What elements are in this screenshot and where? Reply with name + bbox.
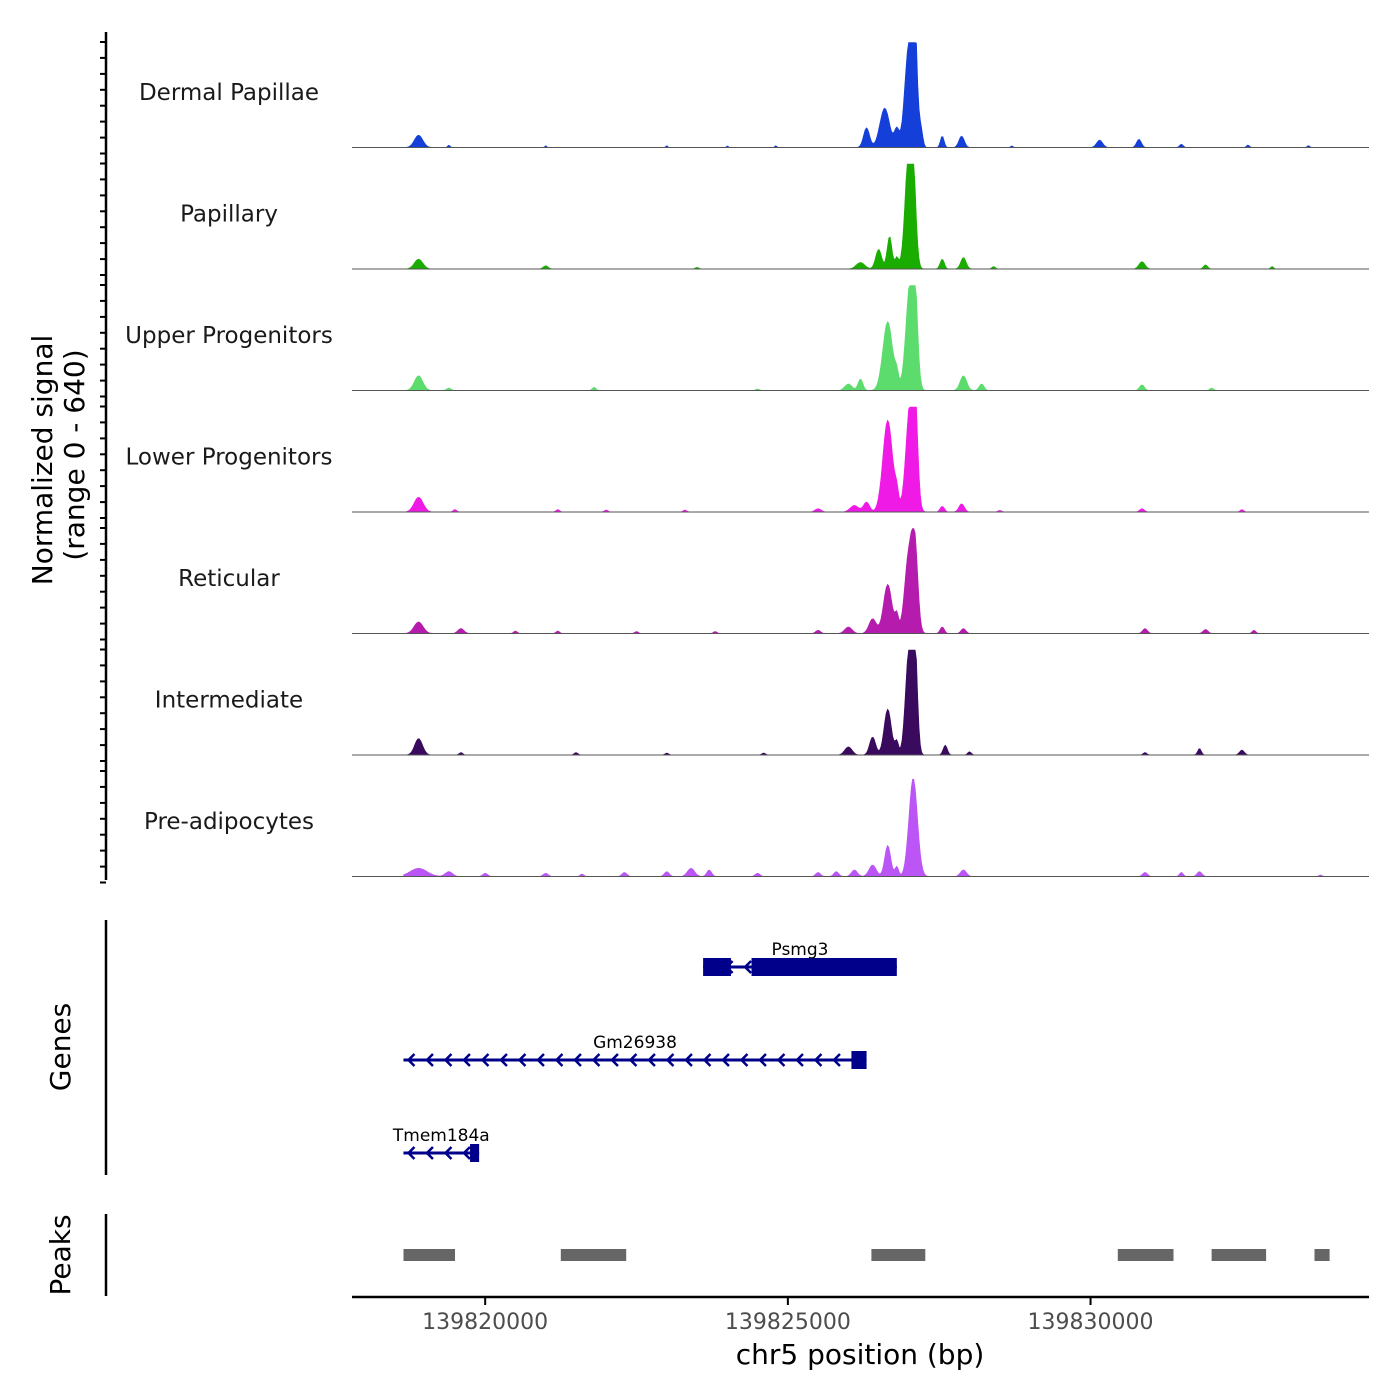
peak-region	[403, 1249, 455, 1261]
gene-strand-chevron	[628, 1053, 638, 1067]
genes-panel: Genes Psmg3 Gm26938 Tmem184a	[44, 920, 897, 1175]
gene-strand-chevron	[425, 1053, 434, 1067]
gene-strand-chevron	[591, 1053, 601, 1067]
gene-strand-chevron	[647, 1053, 656, 1067]
gene-strand-chevron	[795, 1053, 804, 1067]
track-signal-area	[403, 778, 1327, 877]
gene-strand-chevron	[480, 1053, 490, 1067]
track-signal-area	[403, 649, 1327, 756]
gene-strand-chevron	[758, 1053, 767, 1067]
x-axis-title: chr5 position (bp)	[736, 1338, 985, 1371]
gene-strand-chevron	[443, 1053, 453, 1067]
gene-label: Tmem184a	[392, 1126, 490, 1146]
track-intermediate: Intermediate	[155, 649, 1369, 756]
signal-y-axis	[100, 32, 108, 884]
gene-strand-chevron	[443, 1146, 453, 1160]
gene-strand-chevron	[721, 1053, 730, 1067]
gene-strand-chevron	[776, 1053, 786, 1067]
gene-exon	[703, 958, 731, 976]
peak-region	[1314, 1249, 1330, 1261]
track-pre-adipocytes: Pre-adipocytes	[144, 778, 1369, 877]
track-label: Intermediate	[155, 688, 303, 714]
gene-strand-chevron	[832, 1053, 841, 1067]
track-label: Reticular	[178, 566, 280, 592]
track-signal-area	[403, 163, 1327, 270]
track-signal-area	[403, 42, 1327, 148]
track-label: Lower Progenitors	[126, 445, 333, 471]
track-signal-area	[403, 528, 1327, 634]
gene-strand-chevron	[536, 1053, 545, 1067]
peaks-panel-label: Peaks	[44, 1214, 77, 1295]
gene-strand-chevron	[554, 1053, 564, 1067]
x-axis-tick-label: 139825000	[725, 1310, 851, 1335]
gene-strand-chevron	[684, 1053, 693, 1067]
gene-strand-chevron	[499, 1053, 508, 1067]
gene-exon	[470, 1144, 480, 1162]
gene-psmg3: Psmg3	[703, 940, 897, 976]
gene-label: Psmg3	[772, 940, 829, 960]
peaks-panel: Peaks	[44, 1214, 1330, 1296]
gene-strand-chevron	[702, 1053, 712, 1067]
gene-tmem184a: Tmem184a	[392, 1126, 490, 1162]
track-reticular: Reticular	[178, 528, 1369, 634]
track-upper-progenitors: Upper Progenitors	[125, 285, 1369, 391]
gene-exon	[851, 1051, 867, 1069]
track-signal-area	[403, 285, 1327, 391]
track-label: Upper Progenitors	[125, 323, 333, 349]
gene-strand-chevron	[665, 1053, 675, 1067]
track-label: Pre-adipocytes	[144, 809, 314, 835]
track-label: Papillary	[180, 202, 278, 228]
gene-strand-chevron	[462, 1146, 471, 1160]
track-papillary: Papillary	[180, 163, 1369, 270]
peak-region	[1211, 1249, 1267, 1261]
track-signal-area	[403, 406, 1327, 513]
gene-strand-chevron	[743, 960, 752, 974]
gene-strand-chevron	[406, 1146, 416, 1160]
peak-region	[1117, 1249, 1174, 1261]
x-axis-tick-label: 139820000	[422, 1310, 548, 1335]
x-axis-tick-label: 139830000	[1028, 1310, 1154, 1335]
peak-region	[871, 1249, 926, 1261]
gene-strand-chevron	[462, 1053, 471, 1067]
gene-strand-chevron	[517, 1053, 527, 1067]
gene-label: Gm26938	[593, 1033, 677, 1053]
gene-exon-thick	[860, 958, 879, 976]
track-label: Dermal Papillae	[139, 80, 319, 106]
coverage-tracks: Dermal Papillae Papillary Upper Progenitor…	[125, 42, 1369, 877]
track-lower-progenitors: Lower Progenitors	[126, 406, 1369, 513]
gene-strand-chevron	[573, 1053, 582, 1067]
gene-strand-chevron	[739, 1053, 749, 1067]
track-dermal-papillae: Dermal Papillae	[139, 42, 1369, 148]
x-axis: chr5 position (bp) 139820000 139825000 139…	[352, 1295, 1369, 1371]
y-axis-range-label: (range 0 - 640)	[58, 349, 91, 560]
y-axis-label: Normalized signal	[26, 335, 59, 586]
peak-region	[560, 1249, 627, 1261]
gene-strand-chevron	[406, 1053, 416, 1067]
gene-gm26938: Gm26938	[403, 1033, 867, 1069]
gene-strand-chevron	[610, 1053, 619, 1067]
genes-panel-label: Genes	[44, 1003, 77, 1091]
gene-strand-chevron	[425, 1146, 434, 1160]
gene-strand-chevron	[813, 1053, 823, 1067]
